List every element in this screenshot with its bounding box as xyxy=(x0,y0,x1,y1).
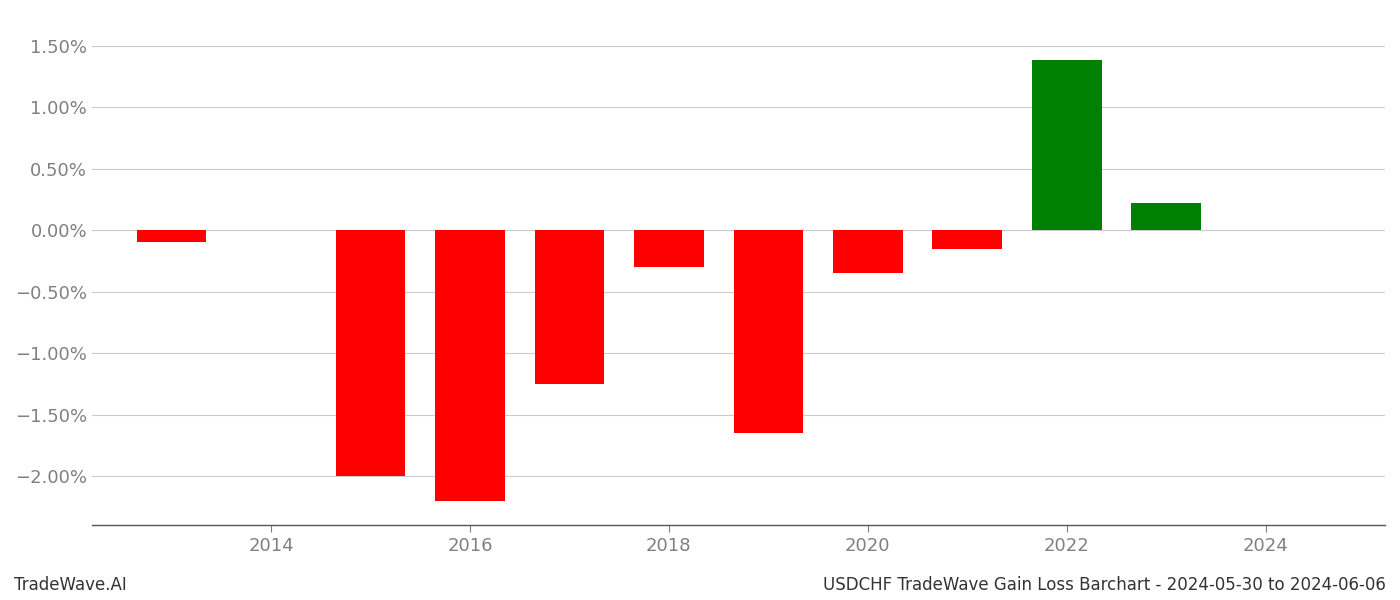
Bar xyxy=(1032,61,1102,230)
Bar xyxy=(137,230,206,242)
Bar xyxy=(734,230,804,433)
Bar xyxy=(535,230,605,384)
Bar xyxy=(634,230,704,267)
Bar xyxy=(435,230,505,500)
Bar xyxy=(1131,203,1201,230)
Bar xyxy=(336,230,405,476)
Bar xyxy=(932,230,1002,248)
Bar xyxy=(833,230,903,273)
Text: TradeWave.AI: TradeWave.AI xyxy=(14,576,127,594)
Text: USDCHF TradeWave Gain Loss Barchart - 2024-05-30 to 2024-06-06: USDCHF TradeWave Gain Loss Barchart - 20… xyxy=(823,576,1386,594)
